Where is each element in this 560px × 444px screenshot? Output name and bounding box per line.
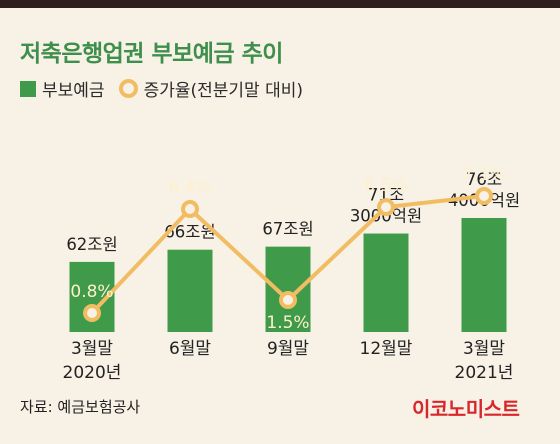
- bar: [167, 249, 213, 332]
- growth-point: [377, 198, 395, 217]
- bar-value-label: 66조원: [164, 223, 215, 242]
- growth-point: [475, 187, 493, 205]
- growth-value-label: 1.5%: [266, 313, 309, 333]
- growth-value-label: 6.5%: [364, 176, 407, 196]
- growth-value-label: 6.4%: [168, 178, 211, 198]
- growth-value-label: 7.1%: [462, 165, 505, 185]
- category-label: 2020년: [63, 363, 122, 383]
- bar-value-label: 71조: [368, 186, 404, 205]
- legend-bar-swatch: [20, 80, 36, 97]
- category-label: 12월말: [360, 339, 413, 359]
- bar: [363, 233, 409, 332]
- category-label: 6월말: [169, 339, 211, 359]
- growth-value-label: 0.8%: [70, 282, 113, 302]
- category-label: 9월말: [267, 339, 309, 359]
- chart-title: 저축은행업권 부보예금 추이: [20, 41, 283, 67]
- category-label: 3월말: [71, 339, 113, 359]
- legend-bar-label: 부보예금: [42, 81, 105, 101]
- growth-point: [83, 304, 101, 322]
- top-bar: [0, 0, 560, 8]
- growth-point: [181, 200, 199, 218]
- category-label: 2021년: [455, 363, 514, 383]
- legend: 부보예금 증가율(전분기말 대비): [20, 76, 303, 101]
- bar: [461, 217, 507, 332]
- legend-line-swatch: [118, 79, 138, 98]
- bar-value-label: 62조원: [66, 235, 117, 254]
- brand-logo: 이코노미스트: [412, 397, 520, 421]
- growth-point: [279, 291, 297, 309]
- bar: [265, 246, 311, 332]
- bar-value-label: 67조원: [262, 220, 313, 239]
- source-note: 자료: 예금보험공사: [20, 398, 141, 416]
- legend-line-label: 증가율(전분기말 대비): [143, 81, 303, 101]
- category-label: 3월말: [463, 339, 505, 359]
- bar-value-label: 76조: [466, 170, 502, 189]
